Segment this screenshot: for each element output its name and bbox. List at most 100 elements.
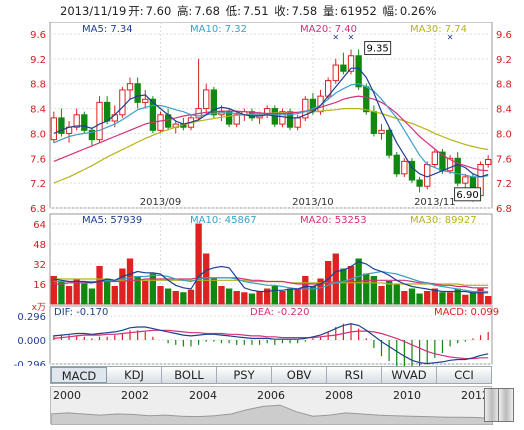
price-ytick-right: 8.0 xyxy=(496,129,512,140)
price-legend-ma30: MA30: 7.74 xyxy=(410,24,467,35)
volume-value: 61952 xyxy=(340,4,377,18)
price-xtick: 2013/11 xyxy=(414,197,456,208)
volume-legend-ma20: MA20: 53253 xyxy=(300,215,367,226)
price-ytick-right: 9.6 xyxy=(496,30,512,41)
volume-legend-ma10: MA10: 45867 xyxy=(190,215,257,226)
open-label: 开: xyxy=(128,4,144,18)
close-label: 收: xyxy=(274,4,290,18)
volume-bar xyxy=(149,273,157,305)
price-ytick-left: 8.8 xyxy=(30,80,46,91)
macd-dif-line xyxy=(53,323,489,365)
candle-body xyxy=(210,89,218,116)
timeline-year-label: 2002 xyxy=(121,389,149,402)
candle-body xyxy=(485,159,492,165)
price-ytick-left: 9.2 xyxy=(30,55,46,66)
timeline-navigator[interactable]: 2000 2002 2004 2006 2008 2010 2012 xyxy=(50,386,494,426)
volume-bar xyxy=(58,281,65,305)
volume-bar xyxy=(431,288,439,305)
high-value: 7.68 xyxy=(194,4,220,18)
price-annotation-label: 6.90 xyxy=(456,190,478,201)
change-value: 0.26% xyxy=(399,4,437,18)
volume-unit-label: x万 xyxy=(32,303,46,313)
volume-ytick: 32 xyxy=(33,260,46,271)
macd-dea-line xyxy=(53,329,489,360)
volume-bar xyxy=(416,293,423,305)
signal-marker-icon: ✕ xyxy=(447,33,454,42)
volume-bar xyxy=(225,288,233,305)
candle-body xyxy=(294,117,301,128)
volume-bar xyxy=(65,286,73,305)
candle-body xyxy=(50,117,57,141)
volume-bar xyxy=(485,296,492,305)
volume-bar xyxy=(424,291,431,305)
candle-body xyxy=(431,151,439,165)
tab-obv[interactable]: OBV xyxy=(272,367,327,383)
price-ytick-right: 6.8 xyxy=(496,204,512,215)
tab-rsi[interactable]: RSI xyxy=(327,367,382,383)
volume-bar xyxy=(233,291,240,305)
volume-bar xyxy=(378,286,385,305)
volume-bar xyxy=(462,294,469,305)
price-legend-ma5: MA5: 7.34 xyxy=(82,24,133,35)
candle-body xyxy=(416,179,423,187)
candle-body xyxy=(424,164,431,187)
tab-kdj[interactable]: KDJ xyxy=(107,367,162,383)
macd-legend-dif: DIF: -0.170 xyxy=(54,307,108,318)
tab-boll[interactable]: BOLL xyxy=(162,367,217,383)
quote-header: 2013/11/19 开: 7.60 高: 7.68 低: 7.51 收: 7.58 量:… xyxy=(0,0,524,22)
macd-legend-macd: MACD: 0.099 xyxy=(434,307,499,318)
candle-body xyxy=(286,111,294,128)
volume-bar xyxy=(294,288,301,305)
timeline-year-label: 2008 xyxy=(325,389,353,402)
candle-body xyxy=(81,114,88,131)
tab-macd[interactable]: MACD xyxy=(51,367,107,383)
candle-body xyxy=(88,129,96,141)
stock-chart[interactable]: 9.6 9.6 9.2 9.2 8.8 8.8 8.4 8.4 8.0 8.0 7.6 7.6 7.2 7… xyxy=(0,22,524,366)
macd-ytick: 0.000 xyxy=(17,336,46,347)
close-value: 7.58 xyxy=(291,4,318,18)
volume-bar xyxy=(187,289,195,305)
volume-legend-ma30: MA30: 89927 xyxy=(410,215,477,226)
candle-body xyxy=(446,157,454,172)
candle-body xyxy=(157,114,164,131)
volume-label: 量: xyxy=(322,4,339,18)
volume-bar xyxy=(271,286,278,305)
low-value: 7.51 xyxy=(242,4,269,18)
tab-cci[interactable]: CCI xyxy=(454,368,474,382)
candle-body xyxy=(103,101,111,122)
volume-bar xyxy=(264,288,271,305)
signal-marker-icon: ✕ xyxy=(348,33,355,42)
volume-legend-ma5: MA5: 57939 xyxy=(82,215,142,226)
candle-body xyxy=(142,98,149,103)
tab-wvad[interactable]: WVAD xyxy=(382,367,437,383)
price-ytick-left: 8.0 xyxy=(30,129,46,140)
candle-body xyxy=(96,101,103,141)
volume-bar xyxy=(241,292,248,305)
candle-body xyxy=(302,98,309,119)
candle-body xyxy=(401,160,408,175)
candle-body xyxy=(378,129,385,134)
candle-body xyxy=(233,114,240,125)
volume-bar xyxy=(439,292,446,305)
volume-bar xyxy=(279,291,286,305)
timeline-right-handle[interactable] xyxy=(498,388,514,422)
price-legend-ma10: MA10: 7.32 xyxy=(190,24,247,35)
volume-bar xyxy=(164,288,172,305)
timeline-chart: 2000 2002 2004 2006 2008 2010 2012 xyxy=(50,389,494,426)
volume-bar xyxy=(286,288,294,305)
candle-body xyxy=(134,83,141,103)
volume-ytick: 16 xyxy=(33,280,46,291)
price-annotation-box xyxy=(454,187,482,202)
volume-bar xyxy=(317,278,324,305)
volume-bar xyxy=(347,266,355,305)
candle-body xyxy=(462,176,469,184)
volume-bar xyxy=(477,288,484,305)
price-ytick-right: 7.2 xyxy=(496,179,512,190)
candle-body xyxy=(203,89,210,110)
quote-date: 2013/11/19 xyxy=(60,4,127,18)
volume-bar xyxy=(332,253,339,305)
price-xtick: 2013/09 xyxy=(140,197,182,208)
timeline-year-label: 2004 xyxy=(189,389,217,402)
tab-psy[interactable]: PSY xyxy=(217,367,272,383)
volume-bar xyxy=(248,293,256,305)
